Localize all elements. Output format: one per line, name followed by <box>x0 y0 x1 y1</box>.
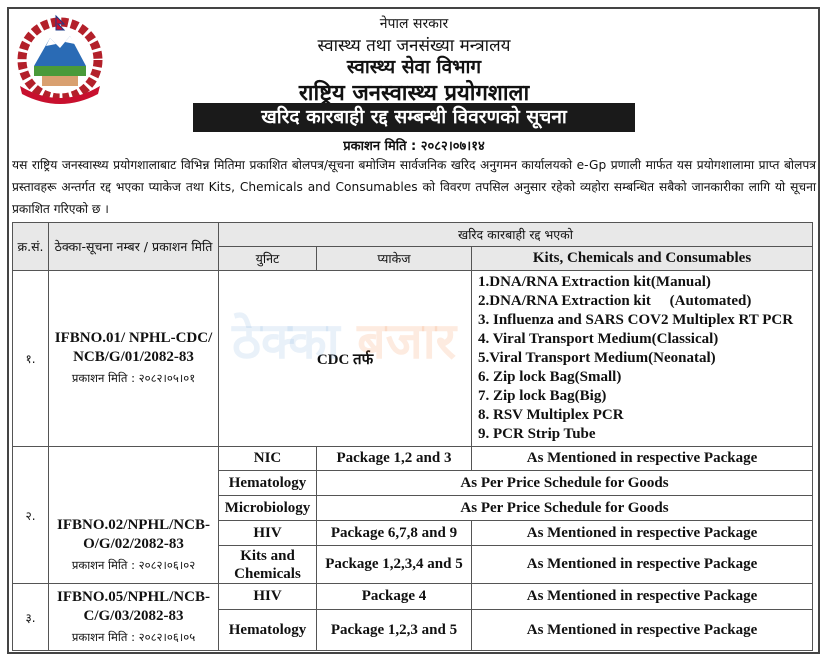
list-item: 1.DNA/RNA Extraction kit(Manual) <box>478 274 711 290</box>
row-unit-package: CDC तर्फ <box>218 270 472 447</box>
col-sn: क्र.सं. <box>12 222 49 271</box>
ifb-number: IFBNO.05/NPHL/NCB-C/G/03/2082-83 <box>57 588 210 624</box>
unit-cell: Hematology <box>218 609 317 651</box>
nepal-government-emblem <box>17 14 103 104</box>
package-cell: Package 1,2 and 3 <box>316 446 472 471</box>
merged-cell: As Per Price Schedule for Goods <box>316 470 813 496</box>
package-cell: Package 1,2,3,4 and 5 <box>316 545 472 584</box>
list-item: 3. Influenza and SARS COV2 Multiplex RT … <box>478 312 794 328</box>
col-package: प्याकेज <box>316 246 472 271</box>
merged-cell: As Per Price Schedule for Goods <box>316 495 813 521</box>
unit-cell: Kits and Chemicals <box>218 545 317 584</box>
row-items: 1.DNA/RNA Extraction kit(Manual) 2.DNA/R… <box>471 270 813 447</box>
list-item: 6. Zip lock Bag(Small) <box>478 369 622 385</box>
row-sn: २. <box>12 446 49 584</box>
unit-cell: Hematology <box>218 470 317 496</box>
ifb-number: IFBNO.02/NPHL/NCB-O/G/02/2082-83 <box>57 517 210 552</box>
lab-name: राष्ट्रिय जनस्वास्थ्य प्रयोगशाला <box>298 81 530 106</box>
subheader-row: युनिट प्याकेज Kits, Chemicals and Consum… <box>13 246 813 271</box>
kits-cell: As Mentioned in respective Package <box>471 520 813 546</box>
row-notice: IFBNO.02/NPHL/NCB-O/G/02/2082-83 प्रकाशन … <box>48 446 219 584</box>
unit-cell: Microbiology <box>218 495 317 521</box>
notice-title: खरिद कारबाही रद्द सम्बन्धी विवरणको सूचना <box>193 103 635 132</box>
ifb-number: IFBNO.01/ NPHL-CDC/ NCB/G/01/2082-83 <box>54 330 213 365</box>
package-cell: Package 4 <box>316 583 472 610</box>
kits-cell: As Mentioned in respective Package <box>471 609 813 651</box>
cancellation-table: क्र.सं. ठेक्का-सूचना नम्बर / प्रकाशन मित… <box>12 222 813 651</box>
list-item: 8. RSV Multiplex PCR <box>478 407 624 423</box>
government-name: नेपाल सरकार <box>379 16 449 32</box>
department-name: स्वास्थ्य सेवा विभाग <box>346 56 482 78</box>
list-item: 4. Viral Transport Medium(Classical) <box>478 331 719 347</box>
col-unit: युनिट <box>218 246 317 271</box>
unit-cell: HIV <box>218 583 317 610</box>
row-sn: ३. <box>12 583 49 651</box>
package-cell: Package 6,7,8 and 9 <box>316 520 472 546</box>
table-row: Kits and Chemicals Package 1,2,3,4 and 5… <box>13 545 813 584</box>
row-publish-date: प्रकाशन मिति : २०८२।०६।०२ <box>71 558 196 572</box>
row-sn: १. <box>12 270 49 447</box>
kits-cell: As Mentioned in respective Package <box>471 583 813 610</box>
ministry-name: स्वास्थ्य तथा जनसंख्या मन्त्रालय <box>317 36 511 56</box>
col-kits: Kits, Chemicals and Consumables <box>471 246 813 271</box>
row-publish-date: प्रकाशन मिति : २०८२।०६।०५ <box>71 629 196 644</box>
col-notice-no: ठेक्का-सूचना नम्बर / प्रकाशन मिति <box>48 222 219 271</box>
document-frame <box>7 7 820 654</box>
table-row: १. IFBNO.01/ NPHL-CDC/ NCB/G/01/2082-83 प… <box>12 270 813 447</box>
list-item: 5.Viral Transport Medium(Neonatal) <box>478 350 716 366</box>
kits-cell: As Mentioned in respective Package <box>471 446 813 471</box>
row-notice: IFBNO.01/ NPHL-CDC/ NCB/G/01/2082-83 प्रक… <box>48 270 219 447</box>
unit-cell: NIC <box>218 446 317 471</box>
header-row: क्र.सं. ठेक्का-सूचना नम्बर / प्रकाशन मित… <box>12 222 813 271</box>
kits-cell: As Mentioned in respective Package <box>471 545 813 584</box>
package-cell: Package 1,2,3 and 5 <box>316 609 472 651</box>
table-row: Microbiology As Per Price Schedule for G… <box>13 495 813 521</box>
intro-paragraph: यस राष्ट्रिय जनस्वास्थ्य प्रयोगशालाबाट व… <box>12 158 816 216</box>
list-item: 9. PCR Strip Tube <box>478 426 596 442</box>
table-row: Hematology As Per Price Schedule for Goo… <box>13 470 813 496</box>
list-item: 2.DNA/RNA Extraction kit (Automated) <box>478 293 752 309</box>
unit-cell: HIV <box>218 520 317 546</box>
publish-date: प्रकाशन मिति : २०८२।०७।१४ <box>343 139 485 154</box>
row-publish-date: प्रकाशन मिति : २०८२।०५।०१ <box>71 371 196 385</box>
table-row: २. IFBNO.02/NPHL/NCB-O/G/02/2082-83 प्रका… <box>12 446 813 584</box>
table-row: HIV Package 6,7,8 and 9 As Mentioned in … <box>13 520 813 546</box>
table-row: ३. IFBNO.05/NPHL/NCB-C/G/03/2082-83 प्रका… <box>12 583 813 651</box>
col-cancelled: खरिद कारबाही रद्द भएको <box>218 222 813 247</box>
table-row: Hematology Package 1,2,3 and 5 As Mentio… <box>13 609 813 651</box>
row-notice: IFBNO.05/NPHL/NCB-C/G/03/2082-83 प्रकाशन … <box>48 583 219 651</box>
list-item: 7. Zip lock Bag(Big) <box>478 388 607 404</box>
